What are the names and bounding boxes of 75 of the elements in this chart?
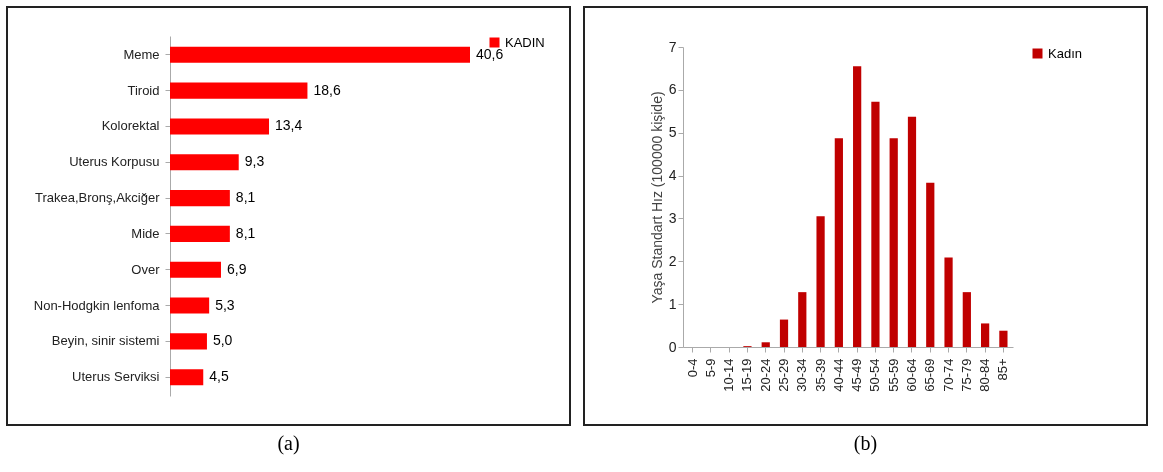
- bar: [815, 216, 825, 347]
- bar: [169, 118, 269, 135]
- y-tick-label: 0: [668, 338, 677, 355]
- bar: [169, 82, 307, 99]
- x-tick-label: 75-79: [958, 358, 974, 392]
- bar: [779, 319, 788, 347]
- bar: [169, 297, 209, 314]
- data-label: 8,1: [235, 189, 256, 206]
- x-tick-label: 60-64: [903, 358, 919, 392]
- data-label: 6,9: [226, 260, 247, 277]
- x-tick-label: 55-59: [885, 358, 901, 392]
- y-tick-label: Trakea,Bronş,Akciğer: [34, 190, 160, 206]
- data-label: 13,4: [274, 117, 302, 134]
- y-axis-title: Yaşa Standart Hız (100000 kişide): [648, 91, 665, 304]
- data-label: 5,0: [212, 332, 233, 349]
- x-tick-label: 10-14: [720, 358, 736, 392]
- y-tick-label: Meme: [122, 46, 159, 62]
- x-tick-label: 45-49: [848, 358, 864, 392]
- x-tick-label: 70-74: [940, 358, 956, 392]
- bar: [943, 257, 953, 347]
- y-tick-label: 7: [668, 38, 677, 55]
- x-tick-label: 30-34: [793, 358, 809, 392]
- legend-label: Kadın: [1047, 45, 1082, 61]
- x-tick-label: 40-44: [830, 358, 846, 392]
- bar: [870, 101, 880, 347]
- x-tick-label: 15-19: [738, 358, 754, 392]
- text: (b): [853, 432, 878, 455]
- y-tick-label: 4: [668, 167, 677, 184]
- y-tick-label: Tiroid: [126, 82, 159, 98]
- bar: [980, 323, 989, 347]
- data-label: 18,6: [312, 81, 341, 98]
- y-tick-label: 5: [668, 124, 677, 141]
- x-tick-label: 25-29: [775, 358, 791, 392]
- bar: [925, 182, 934, 347]
- x-tick-label: 65-69: [921, 358, 937, 392]
- bar: [998, 330, 1008, 347]
- y-tick-label: Mide: [130, 225, 159, 241]
- data-label: 4,5: [208, 368, 229, 385]
- bar: [907, 116, 916, 347]
- x-tick-label: 85+: [994, 358, 1010, 381]
- y-tick-label: Uterus Serviksi: [71, 369, 160, 385]
- bar: [169, 46, 470, 63]
- data-label: 40,6: [475, 45, 503, 62]
- bar: [169, 190, 230, 207]
- data-label: 9,3: [244, 153, 264, 170]
- bar: [797, 292, 806, 347]
- bar: [889, 138, 898, 347]
- bar: [169, 369, 203, 386]
- bar: [834, 138, 843, 347]
- x-tick-label: 50-54: [866, 358, 882, 392]
- y-tick-label: Non-Hodgkin lenfoma: [33, 297, 160, 313]
- x-tick-label: 0-4: [684, 358, 700, 378]
- bar: [761, 342, 770, 347]
- bar: [169, 225, 230, 242]
- x-tick-label: 35-39: [812, 358, 828, 392]
- bar: [169, 261, 221, 278]
- y-tick-label: Kolorektal: [101, 118, 160, 134]
- data-label: 5,3: [214, 296, 235, 313]
- y-tick-label: 1: [668, 295, 677, 312]
- y-tick-label: 3: [668, 209, 677, 226]
- y-tick-label: Over: [130, 261, 160, 277]
- x-tick-label: 20-24: [757, 358, 773, 392]
- text: (a): [277, 432, 300, 455]
- legend-label: KADIN: [504, 34, 545, 50]
- x-tick-label: 80-84: [976, 358, 992, 392]
- y-tick-label: 2: [668, 252, 677, 269]
- bar: [169, 154, 239, 171]
- bar: [962, 292, 971, 347]
- y-tick-label: 6: [668, 81, 677, 98]
- x-tick-label: 5-9: [702, 358, 718, 378]
- bar: [852, 66, 861, 347]
- y-tick-label: Uterus Korpusu: [68, 154, 159, 170]
- bar: [169, 333, 207, 350]
- y-tick-label: Beyin, sinir sistemi: [51, 333, 160, 349]
- data-label: 8,1: [235, 224, 256, 241]
